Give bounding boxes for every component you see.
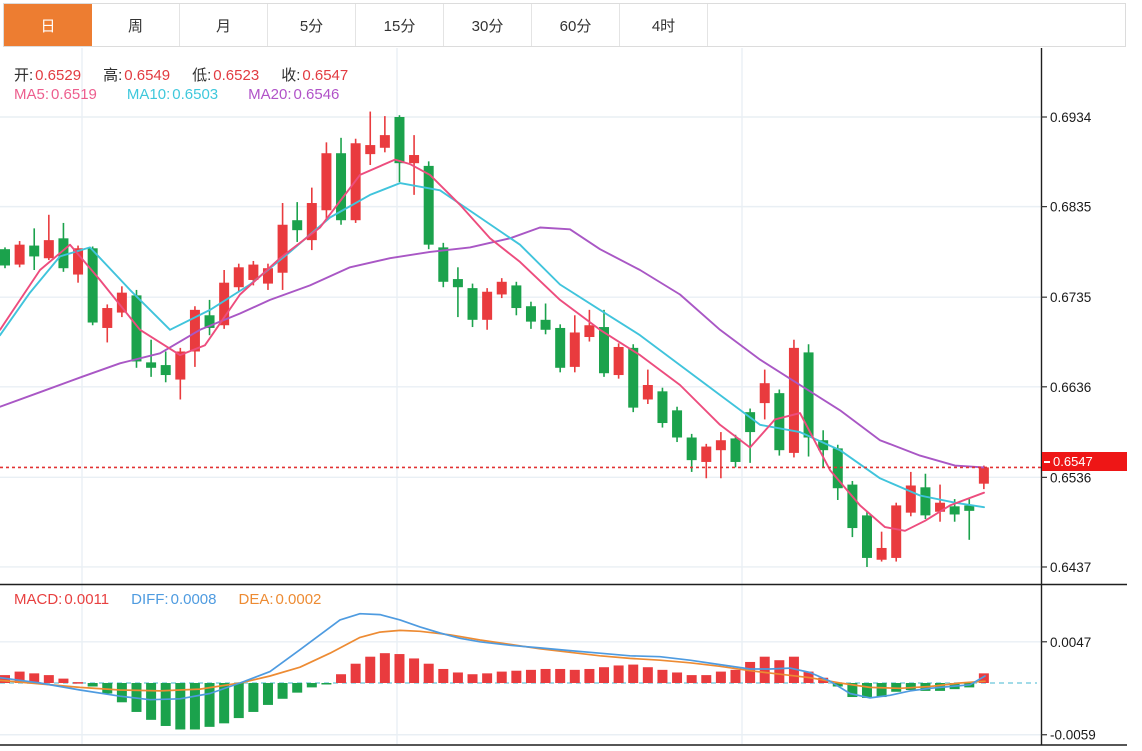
tab-week[interactable]: 周 xyxy=(92,4,180,46)
readout-label: MA20: xyxy=(248,86,292,103)
ma-overlay-lines xyxy=(0,158,985,532)
readout-value: 0.6523 xyxy=(213,67,260,84)
readout-value: 0.6546 xyxy=(293,86,340,103)
readout-value: 0.6547 xyxy=(302,67,349,84)
tab-day[interactable]: 日 xyxy=(4,4,92,46)
readout-value: 0.6529 xyxy=(35,67,82,84)
tab-label: 日 xyxy=(40,17,56,35)
macd-info-row: MACD: 0.0011 DIFF: 0.0008 DEA: 0.0002 xyxy=(14,591,343,608)
axis-tick-labels: 0.6934 0.6835 0.6735 0.6636 0.6536 0.6437 0.00… xyxy=(1041,110,1096,743)
readout-label: 收: xyxy=(281,67,301,84)
axis-tick-label: 0.6835 xyxy=(1050,200,1091,215)
tab-60min[interactable]: 60分 xyxy=(532,4,620,46)
axis-tick-label: 0.6536 xyxy=(1050,470,1091,485)
axis-tick-label: -0.0059 xyxy=(1050,728,1096,743)
axis-tick-label: 0.6735 xyxy=(1050,290,1091,305)
indicator-readout: DEA: 0.0002 xyxy=(239,591,322,608)
readout-value: 0.6549 xyxy=(124,67,171,84)
tab-5min[interactable]: 5分 xyxy=(268,4,356,46)
readout-label: MA10: xyxy=(126,86,171,103)
indicator-readout: 收: 0.6547 xyxy=(281,67,348,84)
indicator-readout: 高: 0.6549 xyxy=(103,67,170,84)
last-price-tag: 0.6547 xyxy=(1042,452,1127,471)
tab-label: 月 xyxy=(215,17,231,35)
readout-value: 0.0008 xyxy=(170,591,217,608)
readout-value: 0.6519 xyxy=(51,86,97,103)
indicator-readout: MACD: 0.0011 xyxy=(14,591,109,608)
tab-month[interactable]: 月 xyxy=(180,4,268,46)
last-price-value: 0.6547 xyxy=(1053,454,1093,469)
timeframe-tab-bar: 日 周 月 5分 15分 30分 60分 4时 xyxy=(3,3,1126,47)
readout-value: 0.0002 xyxy=(275,591,322,608)
tab-15min[interactable]: 15分 xyxy=(356,4,444,46)
readout-label: DIFF: xyxy=(131,591,169,608)
readout-label: 低: xyxy=(192,67,212,84)
tab-label: 5分 xyxy=(299,17,324,35)
tab-4hour[interactable]: 4时 xyxy=(620,4,708,46)
readout-value: 0.0011 xyxy=(64,591,110,608)
indicator-readout: 低: 0.6523 xyxy=(192,67,259,84)
readout-label: MACD: xyxy=(14,591,63,608)
readout-label: DEA: xyxy=(238,591,274,608)
tab-label: 60分 xyxy=(559,17,592,35)
readout-label: 高: xyxy=(103,67,123,84)
diff-dea-lines xyxy=(0,612,986,701)
indicator-readout: MA10: 0.6503 xyxy=(127,86,218,103)
tab-label: 15分 xyxy=(383,17,416,35)
ma-info-row: MA5: 0.6519 MA10: 0.6503 MA20: 0.6546 xyxy=(14,86,369,103)
axis-tick-label: 0.6636 xyxy=(1050,380,1091,395)
indicator-readout: MA20: 0.6546 xyxy=(248,86,339,103)
indicator-readout: MA5: 0.6519 xyxy=(14,86,97,103)
readout-label: 开: xyxy=(14,67,34,84)
axis-tick-label: 0.6437 xyxy=(1050,560,1091,575)
axis-tick-label: 0.0047 xyxy=(1050,635,1091,650)
indicator-readout: DIFF: 0.0008 xyxy=(131,591,216,608)
candlestick-series xyxy=(0,111,989,567)
tab-label: 4时 xyxy=(651,17,676,35)
readout-value: 0.6503 xyxy=(172,86,219,103)
ohlc-info-row: 开: 0.6529 高: 0.6549 低: 0.6523 收: 0.6547 xyxy=(14,64,370,85)
indicator-readout: 开: 0.6529 xyxy=(14,67,81,84)
readout-label: MA5: xyxy=(14,86,50,103)
axis-frame xyxy=(0,48,1127,746)
gridlines xyxy=(0,48,1041,744)
tab-label: 周 xyxy=(127,17,143,35)
axis-tick-label: 0.6934 xyxy=(1050,110,1092,125)
tab-label: 30分 xyxy=(471,17,504,35)
tab-30min[interactable]: 30分 xyxy=(444,4,532,46)
